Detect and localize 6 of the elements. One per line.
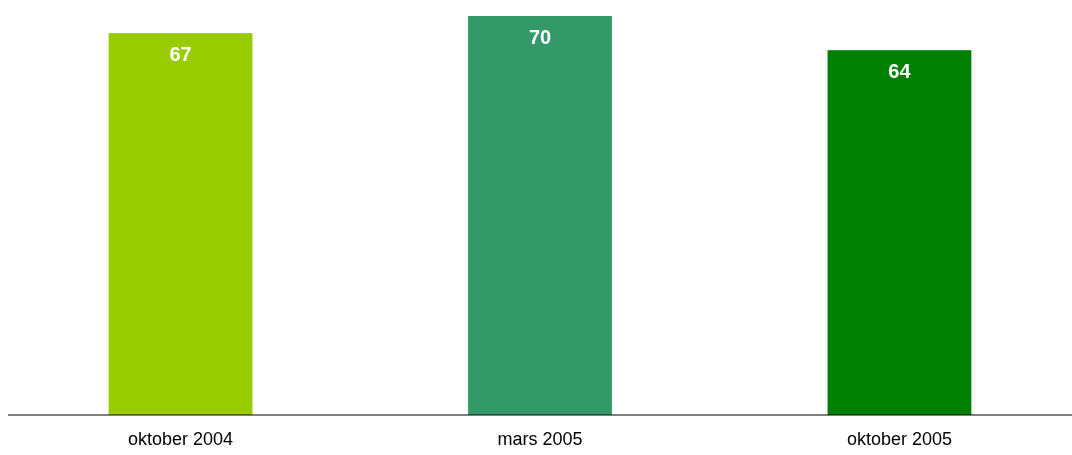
- data-label: 64: [888, 60, 912, 83]
- x-tick-label: oktober 2005: [846, 429, 953, 449]
- x-tick-label: oktober 2004: [127, 429, 234, 449]
- data-label: 70: [528, 26, 552, 48]
- x-tick-label: mars 2005: [497, 429, 583, 449]
- data-label: 67: [169, 43, 192, 66]
